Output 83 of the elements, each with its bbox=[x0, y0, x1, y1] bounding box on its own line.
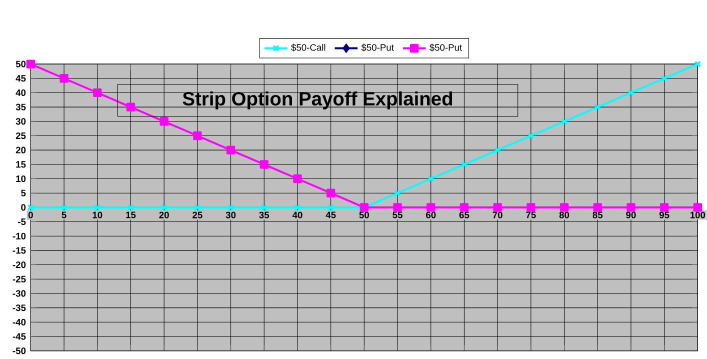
point bbox=[193, 131, 202, 140]
point bbox=[426, 203, 436, 212]
y-tick-label: -10 bbox=[12, 232, 26, 240]
point bbox=[327, 204, 334, 211]
x-tick-label: 50 bbox=[359, 212, 369, 218]
point bbox=[628, 89, 634, 96]
point bbox=[494, 146, 501, 154]
point bbox=[326, 188, 336, 198]
point bbox=[460, 161, 468, 168]
point bbox=[94, 204, 101, 211]
y-tick-label: 25 bbox=[16, 132, 26, 140]
point bbox=[126, 102, 136, 112]
x-tick-label: 10 bbox=[92, 212, 102, 218]
point bbox=[60, 74, 68, 83]
point bbox=[526, 203, 536, 212]
point bbox=[560, 118, 568, 125]
point bbox=[460, 203, 469, 212]
y-tick-label: 20 bbox=[16, 146, 26, 154]
y-tick-label: -45 bbox=[12, 333, 26, 340]
x-tick-label: 65 bbox=[459, 212, 470, 218]
y-tick-label: -5 bbox=[18, 218, 26, 226]
x-tick-label: 15 bbox=[126, 212, 136, 218]
point bbox=[594, 104, 601, 110]
x-tick-label: 60 bbox=[426, 212, 436, 218]
y-tick-label: 0 bbox=[21, 204, 26, 211]
point bbox=[194, 204, 201, 211]
point bbox=[493, 203, 502, 212]
y-tick-label: 45 bbox=[16, 75, 26, 82]
x-tick-label: 90 bbox=[626, 212, 636, 218]
point bbox=[528, 132, 534, 140]
x-tick-label: 100 bbox=[690, 212, 706, 218]
y-tick-label: -35 bbox=[12, 304, 26, 312]
x-tick-label: 30 bbox=[226, 212, 236, 218]
x-tick-label: 75 bbox=[526, 212, 536, 218]
legend-label: $50-Put bbox=[361, 44, 394, 52]
y-tick-label: -50 bbox=[12, 348, 26, 354]
point bbox=[693, 203, 702, 212]
point bbox=[227, 204, 234, 211]
legend-label: $50-Call bbox=[291, 44, 326, 52]
point bbox=[160, 117, 168, 126]
point bbox=[26, 60, 36, 68]
point bbox=[160, 204, 168, 211]
x-tick-label: 35 bbox=[259, 212, 270, 218]
point bbox=[260, 160, 268, 169]
x-tick-label: 55 bbox=[392, 212, 402, 218]
y-tick-label: -25 bbox=[12, 276, 26, 283]
point bbox=[293, 174, 302, 184]
point bbox=[660, 75, 668, 82]
x-tick-label: 85 bbox=[592, 212, 603, 218]
point bbox=[660, 203, 669, 212]
y-tick-label: 40 bbox=[16, 90, 26, 96]
point bbox=[394, 190, 401, 197]
x-tick-label: 95 bbox=[659, 212, 670, 218]
x-tick-label: 80 bbox=[559, 212, 570, 218]
y-tick-label: 15 bbox=[16, 161, 26, 168]
x-tick-label: 20 bbox=[159, 212, 169, 218]
y-tick-label: -15 bbox=[12, 247, 26, 254]
point bbox=[93, 88, 102, 98]
y-tick-label: -20 bbox=[12, 262, 26, 268]
x-tick-label: 25 bbox=[192, 212, 202, 218]
point bbox=[294, 204, 301, 211]
y-tick-label: -40 bbox=[12, 318, 26, 326]
point bbox=[593, 203, 602, 212]
y-tick-label: 50 bbox=[16, 60, 26, 68]
point bbox=[60, 204, 68, 211]
y-tick-label: 35 bbox=[16, 104, 26, 110]
x-tick-label: 0 bbox=[28, 212, 33, 218]
x-tick-label: 70 bbox=[492, 212, 502, 218]
point bbox=[127, 204, 134, 211]
point bbox=[260, 204, 268, 211]
y-tick-label: -30 bbox=[12, 290, 26, 297]
x-tick-label: 45 bbox=[326, 212, 336, 218]
x-tick-label: 5 bbox=[62, 212, 66, 218]
x-tick-label: 40 bbox=[292, 212, 302, 218]
y-tick-label: 30 bbox=[16, 118, 26, 125]
y-tick-label: 10 bbox=[16, 176, 26, 182]
point bbox=[226, 146, 236, 154]
point bbox=[393, 203, 402, 212]
point bbox=[428, 175, 434, 182]
point bbox=[626, 203, 636, 212]
y-tick-label: 5 bbox=[21, 190, 26, 196]
point bbox=[560, 203, 569, 212]
legend-label: $50-Put bbox=[429, 44, 462, 52]
